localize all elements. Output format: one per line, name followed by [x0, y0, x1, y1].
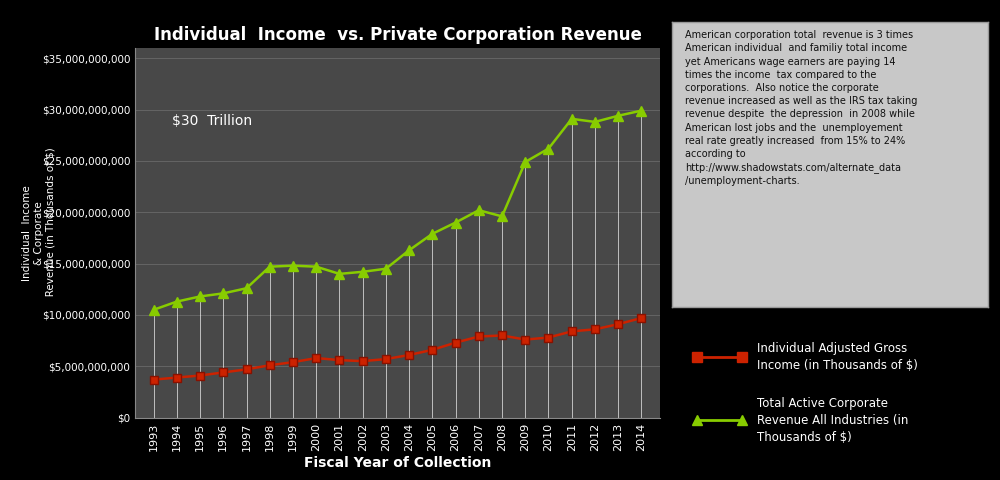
Individual Adjusted Gross
Income (in Thousands of $)	[171, 375, 183, 381]
Individual Adjusted Gross
Income (in Thousands of $)	[450, 340, 462, 346]
Total Active Corporate
Revenue All Industries (in
Thousands of $)	[589, 119, 601, 125]
Total Active Corporate
Revenue All Industries (in
Thousands of $)	[310, 264, 322, 270]
Y-axis label: Individual  Income
& Corporate
       Revenue (in Thousands of $): Individual Income & Corporate Revenue (i…	[22, 147, 55, 319]
Total Active Corporate
Revenue All Industries (in
Thousands of $)	[635, 108, 647, 113]
Total Active Corporate
Revenue All Industries (in
Thousands of $)	[148, 307, 160, 312]
Individual Adjusted Gross
Income (in Thousands of $)	[194, 372, 206, 378]
Individual Adjusted Gross
Income (in Thousands of $)	[542, 335, 554, 340]
Text: Total Active Corporate
Revenue All Industries (in
Thousands of $): Total Active Corporate Revenue All Indus…	[757, 397, 909, 444]
Text: Individual Adjusted Gross
Income (in Thousands of $): Individual Adjusted Gross Income (in Tho…	[757, 342, 918, 372]
Individual Adjusted Gross
Income (in Thousands of $)	[217, 370, 229, 375]
Total Active Corporate
Revenue All Industries (in
Thousands of $)	[542, 146, 554, 152]
Individual Adjusted Gross
Income (in Thousands of $)	[148, 377, 160, 383]
Total Active Corporate
Revenue All Industries (in
Thousands of $)	[403, 247, 415, 253]
Total Active Corporate
Revenue All Industries (in
Thousands of $)	[566, 116, 578, 122]
Total Active Corporate
Revenue All Industries (in
Thousands of $)	[357, 269, 369, 275]
Total Active Corporate
Revenue All Industries (in
Thousands of $)	[217, 290, 229, 296]
Total Active Corporate
Revenue All Industries (in
Thousands of $)	[380, 266, 392, 272]
Individual Adjusted Gross
Income (in Thousands of $)	[287, 359, 299, 365]
Individual Adjusted Gross
Income (in Thousands of $)	[264, 362, 276, 368]
Individual Adjusted Gross
Income (in Thousands of $)	[473, 334, 485, 339]
Total Active Corporate
Revenue All Industries (in
Thousands of $)	[264, 264, 276, 270]
Individual Adjusted Gross
Income (in Thousands of $)	[310, 355, 322, 361]
Individual Adjusted Gross
Income (in Thousands of $)	[357, 358, 369, 364]
Individual Adjusted Gross
Income (in Thousands of $)	[333, 357, 345, 363]
Individual Adjusted Gross
Income (in Thousands of $)	[566, 328, 578, 334]
Total Active Corporate
Revenue All Industries (in
Thousands of $)	[612, 113, 624, 119]
Total Active Corporate
Revenue All Industries (in
Thousands of $)	[241, 285, 253, 291]
Individual Adjusted Gross
Income (in Thousands of $)	[612, 321, 624, 327]
Line: Individual Adjusted Gross
Income (in Thousands of $): Individual Adjusted Gross Income (in Tho…	[149, 314, 646, 384]
Individual Adjusted Gross
Income (in Thousands of $)	[635, 315, 647, 321]
Individual Adjusted Gross
Income (in Thousands of $)	[426, 347, 438, 353]
Total Active Corporate
Revenue All Industries (in
Thousands of $)	[496, 214, 508, 219]
Individual Adjusted Gross
Income (in Thousands of $)	[380, 356, 392, 362]
Total Active Corporate
Revenue All Industries (in
Thousands of $)	[450, 220, 462, 226]
Total Active Corporate
Revenue All Industries (in
Thousands of $)	[287, 263, 299, 268]
Text: American corporation total  revenue is 3 times
American individual  and familiy : American corporation total revenue is 3 …	[685, 30, 917, 186]
Total Active Corporate
Revenue All Industries (in
Thousands of $)	[194, 294, 206, 300]
Individual Adjusted Gross
Income (in Thousands of $)	[241, 366, 253, 372]
Line: Total Active Corporate
Revenue All Industries (in
Thousands of $): Total Active Corporate Revenue All Indus…	[149, 106, 646, 315]
Individual Adjusted Gross
Income (in Thousands of $)	[519, 336, 531, 342]
Total Active Corporate
Revenue All Industries (in
Thousands of $)	[473, 207, 485, 213]
Total Active Corporate
Revenue All Industries (in
Thousands of $)	[426, 231, 438, 237]
Total Active Corporate
Revenue All Industries (in
Thousands of $)	[519, 159, 531, 165]
Total Active Corporate
Revenue All Industries (in
Thousands of $)	[333, 271, 345, 277]
Individual Adjusted Gross
Income (in Thousands of $)	[589, 326, 601, 332]
Individual Adjusted Gross
Income (in Thousands of $)	[403, 352, 415, 358]
X-axis label: Fiscal Year of Collection: Fiscal Year of Collection	[304, 456, 491, 470]
Individual Adjusted Gross
Income (in Thousands of $)	[496, 333, 508, 338]
Text: $30  Trillion: $30 Trillion	[172, 114, 252, 128]
Total Active Corporate
Revenue All Industries (in
Thousands of $)	[171, 299, 183, 304]
Title: Individual  Income  vs. Private Corporation Revenue: Individual Income vs. Private Corporatio…	[154, 25, 641, 44]
